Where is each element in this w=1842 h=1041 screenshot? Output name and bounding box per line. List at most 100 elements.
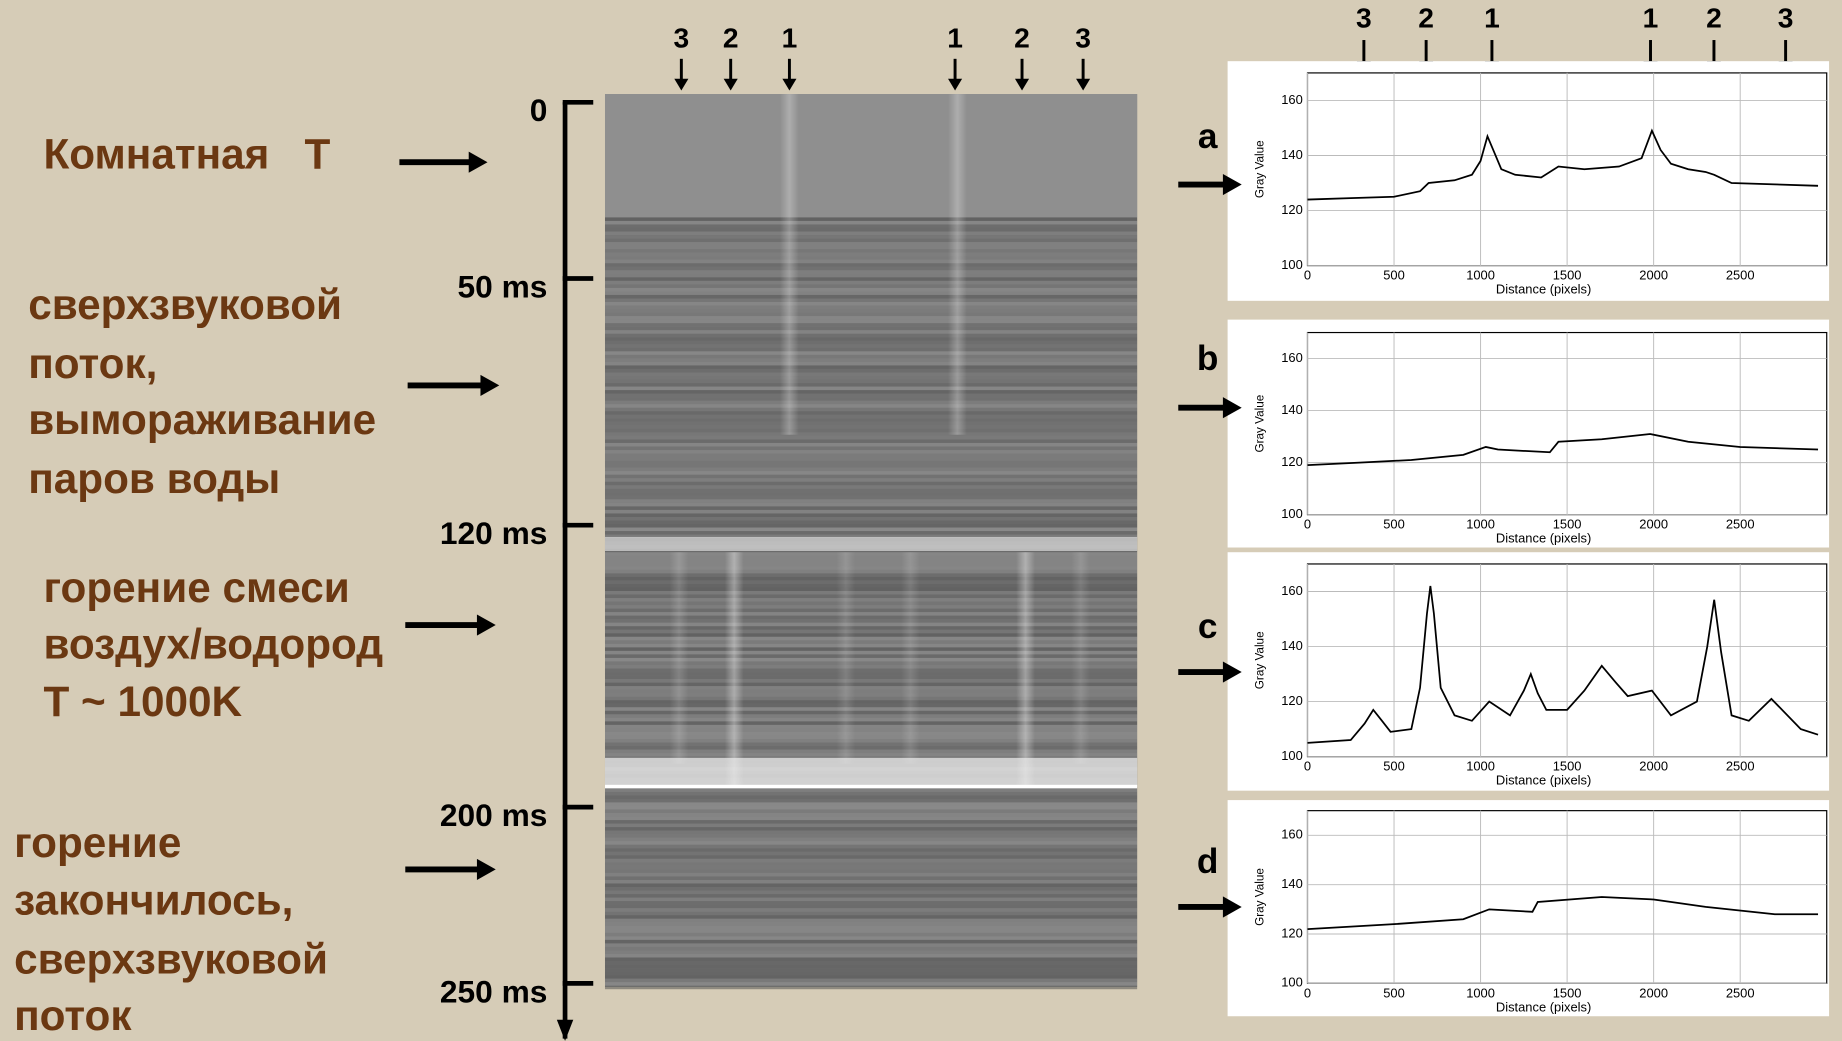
image-stripe xyxy=(604,714,1138,718)
image-stripe xyxy=(604,869,1138,873)
image-stripe xyxy=(604,851,1138,856)
image-streak xyxy=(669,552,689,764)
image-stripe xyxy=(604,287,1138,292)
image-stripe xyxy=(604,347,1138,352)
arrow-head xyxy=(476,858,496,880)
side-label: воздух/водород xyxy=(43,621,383,668)
image-stripe xyxy=(604,270,1138,274)
image-stripe xyxy=(604,220,1138,225)
image-stripe xyxy=(604,848,1138,852)
image-stripe xyxy=(604,823,1138,828)
image-stripe xyxy=(604,390,1138,394)
image-stripe xyxy=(604,746,1138,750)
image-stripe xyxy=(604,594,1138,599)
x-axis-label: Distance (pixels) xyxy=(1496,282,1591,297)
image-stripe xyxy=(604,326,1138,331)
image-marker: 2 xyxy=(723,21,739,53)
image-stripe xyxy=(604,830,1138,835)
y-tick-label: 120 xyxy=(1281,925,1303,940)
image-stripe xyxy=(604,242,1138,246)
image-stripe xyxy=(604,802,1138,806)
image-stripe xyxy=(604,323,1138,327)
image-stripe xyxy=(604,492,1138,496)
y-axis-label: Gray Value xyxy=(1254,868,1267,926)
image-stripe xyxy=(604,344,1138,348)
image-stripe xyxy=(604,531,1138,535)
image-stripe xyxy=(604,590,1138,595)
panel-label: a xyxy=(1198,117,1218,156)
x-tick-label: 0 xyxy=(1304,985,1311,1000)
y-tick-label: 140 xyxy=(1281,638,1303,653)
image-stripe xyxy=(604,365,1138,369)
side-label: поток, xyxy=(28,340,157,387)
profile-marker: 2 xyxy=(1706,2,1722,34)
image-stripe xyxy=(604,961,1138,965)
image-stripe xyxy=(604,467,1138,472)
image-stripe xyxy=(604,407,1138,412)
image-stripe xyxy=(604,619,1138,623)
image-stripe xyxy=(604,946,1138,951)
time-tick-label: 120 ms xyxy=(440,515,548,551)
image-stripe xyxy=(604,259,1138,264)
image-stripe xyxy=(604,333,1138,338)
image-stripe xyxy=(604,428,1138,433)
image-stripe xyxy=(604,432,1138,436)
image-stripe xyxy=(604,224,1138,228)
image-stripe xyxy=(604,982,1138,986)
side-label: T ~ 1000K xyxy=(43,678,242,725)
image-stripe xyxy=(604,471,1138,475)
image-stripe xyxy=(604,527,1138,532)
chart-panel xyxy=(1227,61,1830,301)
chart-panel xyxy=(1227,800,1830,1017)
image-stripe xyxy=(604,372,1138,377)
image-stripe xyxy=(604,731,1138,736)
image-stripe xyxy=(604,626,1138,630)
image-stripe xyxy=(604,953,1138,958)
image-stripe xyxy=(604,985,1138,990)
image-stripe xyxy=(604,576,1138,581)
image-stripe xyxy=(604,925,1138,930)
image-stripe xyxy=(604,520,1138,525)
y-tick-label: 140 xyxy=(1281,876,1303,891)
image-stripe xyxy=(604,446,1138,451)
image-stripe xyxy=(604,587,1138,591)
x-tick-label: 2000 xyxy=(1639,759,1668,774)
image-stripe xyxy=(604,309,1138,313)
x-tick-label: 0 xyxy=(1304,517,1311,532)
image-stripe xyxy=(604,679,1138,683)
image-streak xyxy=(901,552,920,764)
image-stripe xyxy=(604,509,1138,514)
arrow-head xyxy=(1222,397,1242,419)
side-label: сверхзвуковой xyxy=(14,935,328,982)
image-stripe xyxy=(604,400,1138,405)
x-tick-label: 500 xyxy=(1383,517,1405,532)
image-stripe xyxy=(604,876,1138,880)
image-stripe xyxy=(604,368,1138,373)
x-tick-label: 0 xyxy=(1304,268,1311,283)
image-stripe xyxy=(604,442,1138,447)
image-stripe xyxy=(604,280,1138,285)
image-stripe xyxy=(604,710,1138,715)
y-tick-label: 160 xyxy=(1281,583,1303,598)
profile-marker: 3 xyxy=(1778,2,1794,34)
y-axis-label: Gray Value xyxy=(1254,631,1267,689)
x-tick-label: 500 xyxy=(1383,759,1405,774)
flash-band xyxy=(604,784,1138,789)
image-streak xyxy=(836,552,856,764)
y-tick-label: 100 xyxy=(1281,975,1303,990)
y-tick-label: 120 xyxy=(1281,454,1303,469)
image-stripe xyxy=(604,858,1138,863)
y-tick-label: 120 xyxy=(1281,202,1303,217)
arrow-head xyxy=(1076,78,1091,91)
x-tick-label: 1500 xyxy=(1553,759,1582,774)
side-label: горение смеси xyxy=(43,564,349,611)
image-stripe xyxy=(604,358,1138,362)
y-axis-label: Gray Value xyxy=(1254,395,1267,453)
image-stripe xyxy=(604,693,1138,697)
image-stripe xyxy=(604,397,1138,401)
image-marker: 1 xyxy=(947,21,963,53)
image-stripe xyxy=(604,798,1138,803)
image-stripe xyxy=(604,615,1138,620)
